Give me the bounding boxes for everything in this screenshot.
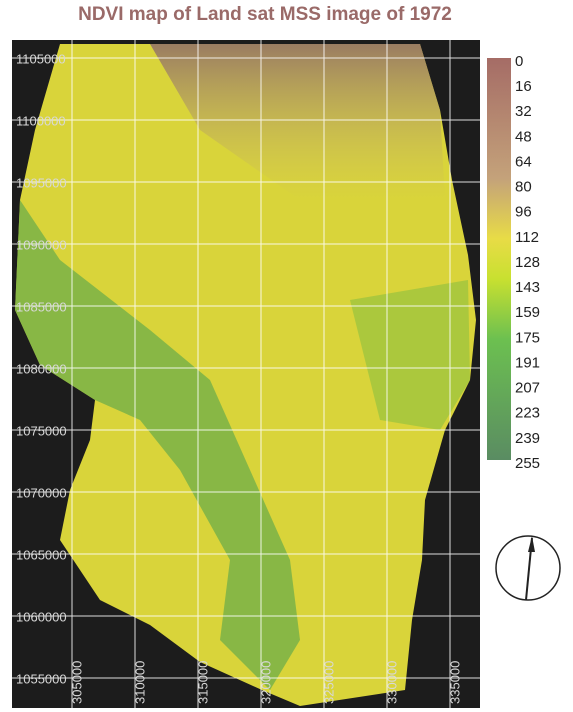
legend-colorbar bbox=[487, 58, 511, 460]
legend-label: 64 bbox=[515, 153, 532, 170]
title: NDVI map of Land sat MSS image of 1972 bbox=[78, 4, 452, 25]
northing-label: 1070000 bbox=[16, 485, 67, 500]
legend-label: 96 bbox=[515, 204, 532, 221]
easting-label: 320000 bbox=[258, 661, 273, 704]
legend-label: 128 bbox=[515, 254, 540, 271]
legend-label: 239 bbox=[515, 430, 540, 447]
northing-label: 1055000 bbox=[16, 671, 67, 686]
grid bbox=[12, 40, 480, 708]
northing-label: 1065000 bbox=[16, 547, 67, 562]
northing-label: 1090000 bbox=[16, 237, 67, 252]
legend-label: 191 bbox=[515, 354, 540, 371]
legend-label: 0 bbox=[515, 53, 523, 70]
northing-label: 1105000 bbox=[16, 51, 66, 66]
northing-label: 1085000 bbox=[16, 299, 67, 314]
north-arrow bbox=[495, 535, 561, 601]
legend-label: 80 bbox=[515, 179, 532, 196]
legend-label: 112 bbox=[515, 229, 539, 246]
legend-label: 207 bbox=[515, 380, 540, 397]
legend-label: 32 bbox=[515, 103, 532, 120]
northing-label: 1060000 bbox=[16, 609, 67, 624]
vegetation-east bbox=[350, 280, 470, 430]
northing-label: 1095000 bbox=[16, 175, 67, 190]
legend-label: 16 bbox=[515, 78, 532, 95]
easting-label: 305000 bbox=[69, 661, 84, 704]
vegetation-band bbox=[15, 200, 300, 690]
legend-label: 255 bbox=[515, 455, 540, 472]
legend-label: 48 bbox=[515, 128, 532, 145]
easting-label: 310000 bbox=[132, 661, 147, 704]
easting-label: 325000 bbox=[321, 661, 336, 704]
northing-label: 1100000 bbox=[16, 113, 66, 128]
legend-label: 223 bbox=[515, 405, 540, 422]
easting-label: 315000 bbox=[195, 661, 210, 704]
land bbox=[15, 44, 476, 706]
northing-label: 1080000 bbox=[16, 361, 67, 376]
northing-label: 1075000 bbox=[16, 423, 67, 438]
legend-label: 175 bbox=[515, 329, 540, 346]
legend-label: 159 bbox=[515, 304, 540, 321]
legend-label: 143 bbox=[515, 279, 540, 296]
easting-label: 330000 bbox=[384, 661, 399, 704]
easting-label: 335000 bbox=[447, 661, 462, 704]
land-north bbox=[150, 44, 445, 200]
